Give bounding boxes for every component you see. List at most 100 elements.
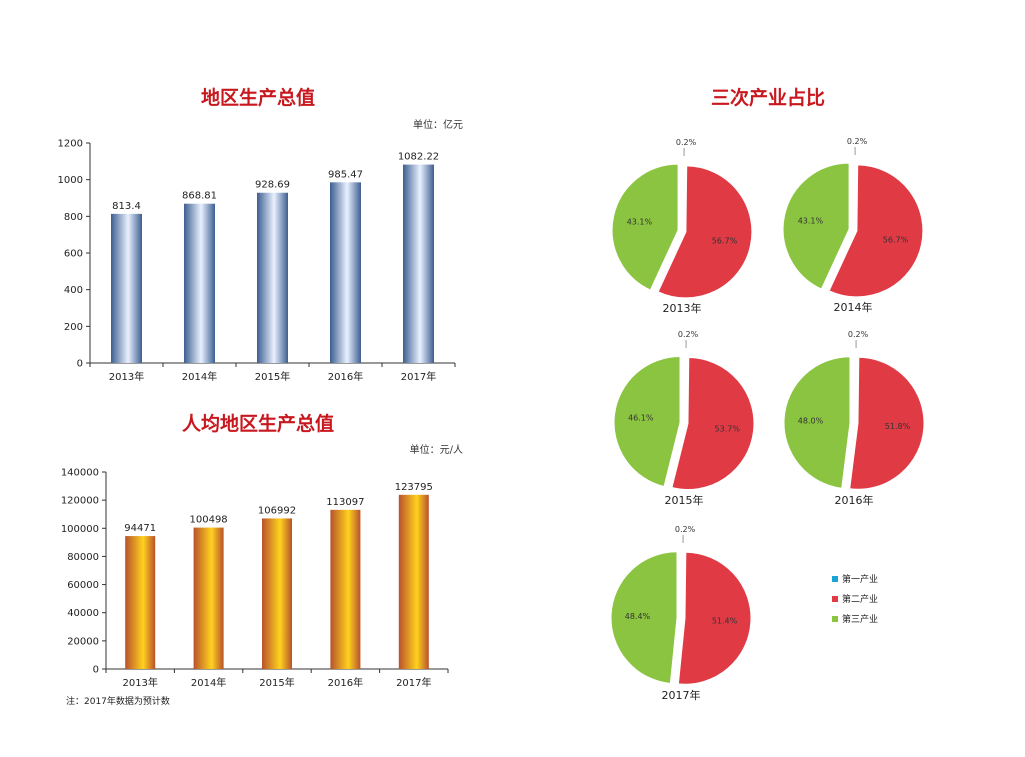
pie-slice-third [783, 356, 851, 489]
per-capita-chart-unit: 单位：元/人 [410, 443, 463, 456]
x-tick-label: 2016年 [328, 370, 363, 383]
x-tick-label: 2015年 [259, 676, 294, 689]
pie-slice-third [782, 162, 850, 290]
legend-label: 第一产业 [842, 573, 878, 585]
y-tick-label: 0 [77, 359, 83, 370]
pie-3: 0.2% 53.7% 46.1% 2015年 [613, 330, 755, 507]
pie-slice-label: 51.8% [885, 422, 911, 431]
bar [398, 494, 429, 669]
y-tick-label: 400 [64, 285, 83, 296]
pie-year-label: 2013年 [663, 301, 702, 315]
bar [262, 518, 292, 669]
y-tick-label: 0 [93, 665, 99, 676]
bar-value-label: 94471 [124, 523, 156, 534]
pie-slice-first [853, 349, 856, 417]
bar-value-label: 113097 [326, 497, 364, 508]
x-tick-label: 2015年 [255, 370, 290, 383]
pie-slice-label: 0.2% [848, 330, 869, 339]
gdp-bars: 813.4 868.81 928.69 985.47 1082.22 [111, 152, 439, 363]
pie-slice-label: 53.7% [715, 425, 741, 434]
pie-5: 0.2% 51.4% 48.4% 2017年 [610, 525, 752, 702]
pie-slice-label: 56.7% [883, 236, 909, 245]
bar [330, 509, 361, 669]
bar-value-label: 106992 [258, 505, 296, 516]
pie-slice-first [852, 156, 855, 224]
pie-slice-third [610, 551, 678, 685]
legend-item: 第一产业 [832, 573, 878, 585]
pie-slice-label: 48.0% [798, 416, 824, 425]
bar-value-label: 868.81 [182, 191, 217, 202]
pie-4: 0.2% 51.8% 48.0% 2016年 [783, 330, 925, 507]
industry-share-chart: 三次产业占比 0.2% 56.7% 43.1% 2013年 0.2% 56.7% 43.1%… [610, 86, 925, 702]
bar [330, 182, 361, 363]
x-tick-label: 2017年 [396, 676, 431, 689]
pie-year-label: 2017年 [662, 688, 701, 702]
y-tick-label: 80000 [67, 552, 99, 563]
gdp-axes: 0 200 400 600 800 1000 1200 2013年 2014年 2015年 2016… [58, 139, 456, 383]
y-tick-label: 20000 [67, 636, 99, 647]
y-tick-label: 120000 [61, 496, 99, 507]
pie-slice-second [677, 551, 752, 685]
x-tick-label: 2013年 [109, 370, 144, 383]
y-tick-label: 1200 [58, 139, 83, 150]
pie-slice-label: 48.4% [625, 612, 651, 621]
footnote: 注：2017年数据为预计数 [66, 695, 170, 707]
pie-slice-label: 0.2% [678, 330, 699, 339]
per-capita-gdp-chart: 人均地区生产总值 单位：元/人 0 20000 40000 60000 80000 100… [61, 412, 463, 707]
bar-value-label: 985.47 [328, 169, 363, 180]
bar [125, 536, 156, 669]
pie-slice-label: 0.2% [847, 137, 868, 146]
pie-slice-second [828, 164, 924, 298]
pie-year-label: 2016年 [835, 493, 874, 507]
legend-swatch [832, 616, 838, 622]
pie-year-label: 2014年 [834, 300, 873, 314]
pie-slice-label: 43.1% [627, 218, 653, 227]
pie-slice-label: 43.1% [798, 217, 824, 226]
x-tick-label: 2014年 [191, 676, 226, 689]
gdp-chart-unit: 单位：亿元 [413, 118, 463, 131]
y-tick-label: 1000 [58, 175, 83, 186]
per-capita-axes: 0 20000 40000 60000 80000 100000 120000 140000 2… [61, 468, 449, 689]
x-tick-label: 2014年 [182, 370, 217, 383]
bar [403, 164, 434, 363]
pie-slice-first [681, 157, 684, 225]
pie-slice-first [683, 349, 686, 417]
bar-value-label: 123795 [395, 482, 433, 493]
bar [111, 213, 142, 363]
pie-slice-label: 46.1% [628, 414, 654, 423]
y-tick-label: 600 [64, 249, 83, 260]
y-tick-label: 40000 [67, 608, 99, 619]
per-capita-bars: 94471 100498 106992 113097 123795 [124, 482, 433, 669]
y-tick-label: 800 [64, 212, 83, 223]
x-tick-label: 2017年 [401, 370, 436, 383]
y-tick-label: 100000 [61, 524, 99, 535]
pie-slice-label: 0.2% [675, 525, 696, 534]
pie-slice-second [671, 357, 755, 490]
x-tick-label: 2016年 [328, 676, 363, 689]
legend-swatch [832, 596, 838, 602]
pie-slice-second [657, 165, 753, 299]
pie-year-label: 2015年 [665, 493, 704, 507]
gdp-chart-title: 地区生产总值 [201, 86, 315, 109]
pie-1: 0.2% 56.7% 43.1% 2013年 [611, 138, 753, 315]
x-tick-label: 2013年 [122, 676, 157, 689]
legend-item: 第三产业 [832, 613, 878, 625]
bar [193, 527, 224, 669]
legend-label: 第三产业 [842, 613, 878, 625]
pie-slice-label: 51.4% [712, 616, 738, 625]
pie-slice-label: 0.2% [676, 138, 697, 147]
bar-value-label: 813.4 [112, 201, 141, 212]
bar [184, 203, 215, 363]
pie-2: 0.2% 56.7% 43.1% 2014年 [782, 137, 924, 314]
legend-item: 第二产业 [832, 593, 878, 605]
bar-value-label: 928.69 [255, 180, 290, 191]
pie-slice-first [680, 544, 683, 612]
pie-slice-label: 56.7% [712, 237, 738, 246]
y-tick-label: 200 [64, 322, 83, 333]
y-tick-label: 140000 [61, 468, 99, 479]
gdp-chart: 地区生产总值 单位：亿元 0 200 400 600 800 1000 1200 2013年 2… [58, 86, 463, 383]
pie-slice-third [613, 356, 681, 488]
per-capita-chart-title: 人均地区生产总值 [182, 412, 334, 435]
